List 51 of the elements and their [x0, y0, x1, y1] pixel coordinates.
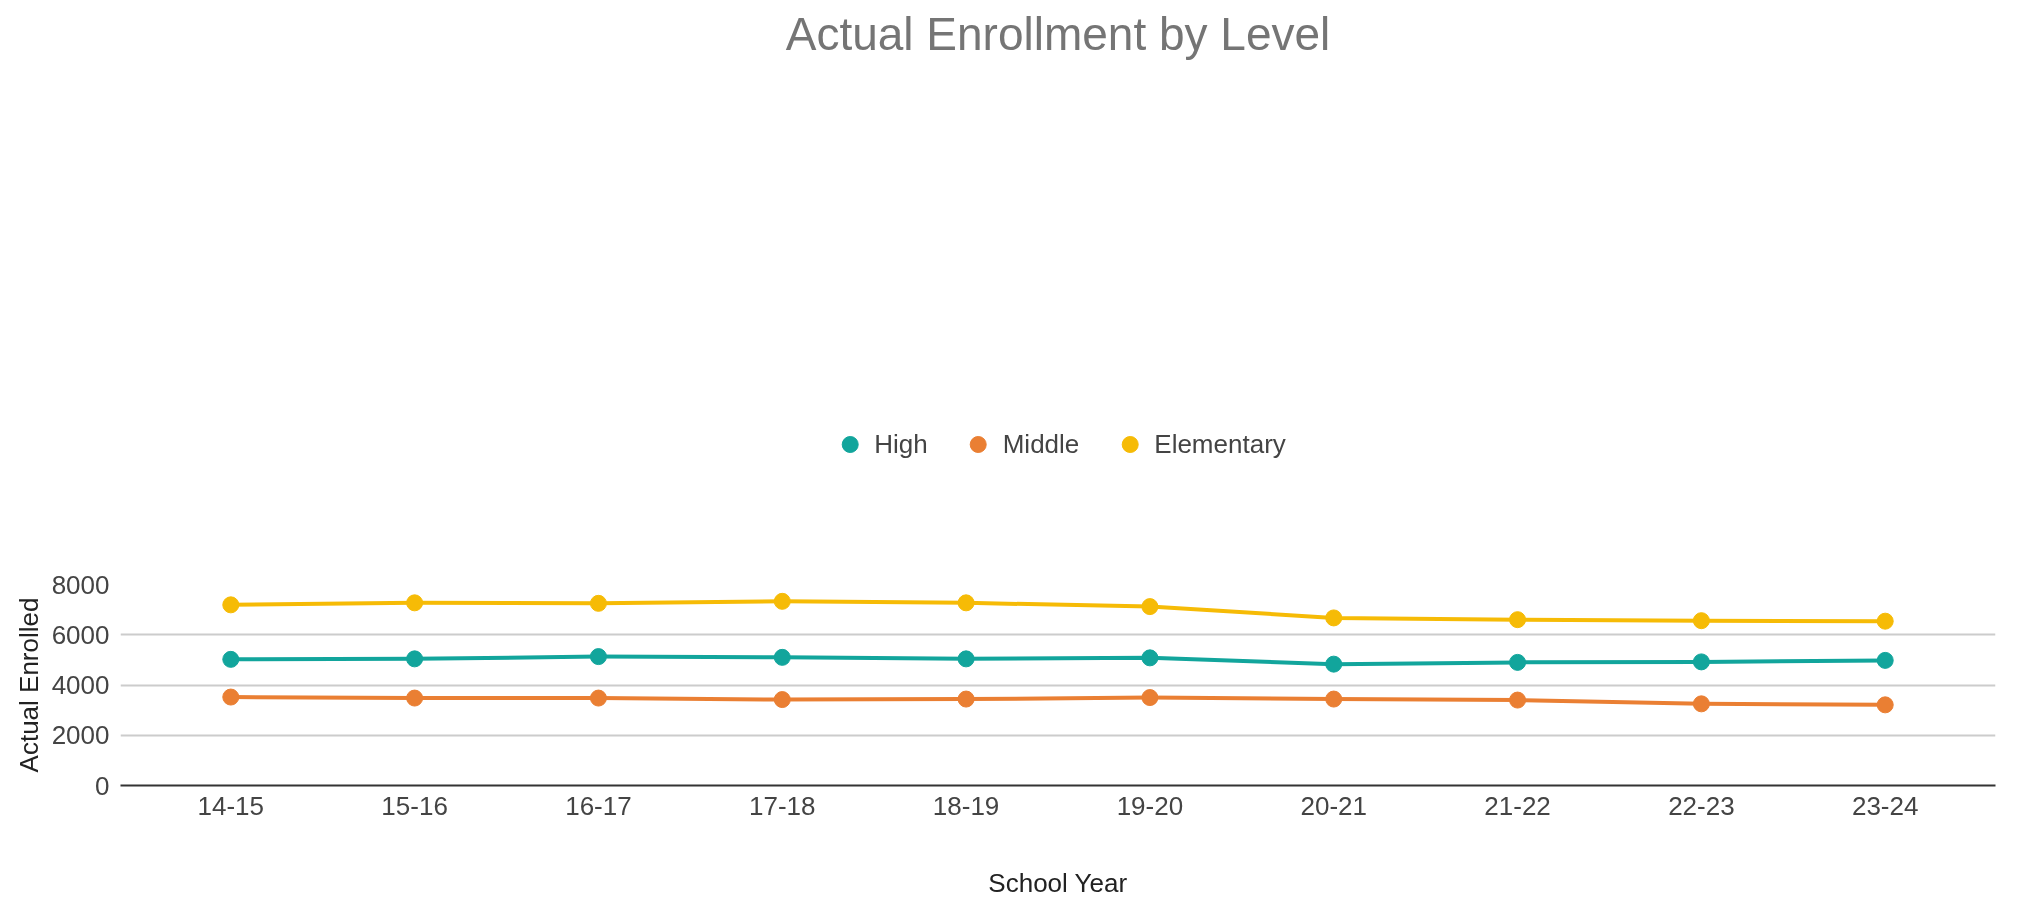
x-tick-label: 21-22	[1484, 790, 1551, 821]
x-tick-label: 19-20	[1116, 790, 1184, 821]
y-tick-label: 2000	[51, 720, 110, 751]
x-tick-label: 17-18	[749, 790, 816, 821]
y-axis-title: Actual Enrolled	[13, 597, 44, 773]
y-tick-label: 0	[95, 770, 110, 801]
point	[1141, 689, 1159, 707]
point	[1692, 612, 1710, 630]
point	[1876, 651, 1894, 669]
point	[773, 648, 791, 666]
point	[1325, 690, 1343, 708]
point	[406, 594, 424, 612]
x-tick-label: 23-24	[1851, 790, 1919, 821]
legend-label: Middle	[1002, 428, 1080, 460]
point	[1692, 695, 1710, 713]
point	[957, 594, 975, 612]
x-tick-label: 20-21	[1300, 790, 1367, 821]
point	[1876, 696, 1894, 714]
point	[406, 689, 424, 707]
point	[1325, 655, 1343, 673]
point	[589, 648, 607, 666]
point	[1509, 611, 1527, 629]
point	[773, 592, 791, 610]
x-tick-label: 15-16	[381, 790, 448, 821]
point	[1141, 649, 1159, 667]
x-tick-label: 18-19	[932, 790, 1000, 821]
chart-title: Actual Enrollment by Level	[785, 7, 1331, 60]
y-tick-label: 6000	[51, 619, 110, 650]
point	[1141, 598, 1159, 616]
point	[773, 691, 791, 709]
point	[589, 689, 607, 707]
x-tick-label: 22-23	[1668, 790, 1735, 821]
point	[1692, 653, 1710, 671]
point	[1876, 612, 1894, 630]
point	[957, 690, 975, 708]
legend-label: Elementary	[1154, 428, 1286, 460]
point	[589, 594, 607, 612]
y-tick-label: 4000	[51, 670, 110, 700]
point	[1509, 653, 1527, 671]
y-tick-label: 8000	[51, 569, 110, 600]
x-tick-label: 16-17	[565, 790, 632, 821]
x-axis-title: School Year	[988, 867, 1128, 898]
x-tick-label: 14-15	[197, 790, 265, 821]
legend-label: High	[874, 428, 928, 460]
point	[222, 650, 240, 668]
point	[957, 650, 975, 668]
point	[406, 650, 424, 668]
point	[1325, 609, 1343, 627]
point	[1509, 691, 1527, 709]
point	[222, 596, 240, 614]
point	[222, 688, 240, 706]
